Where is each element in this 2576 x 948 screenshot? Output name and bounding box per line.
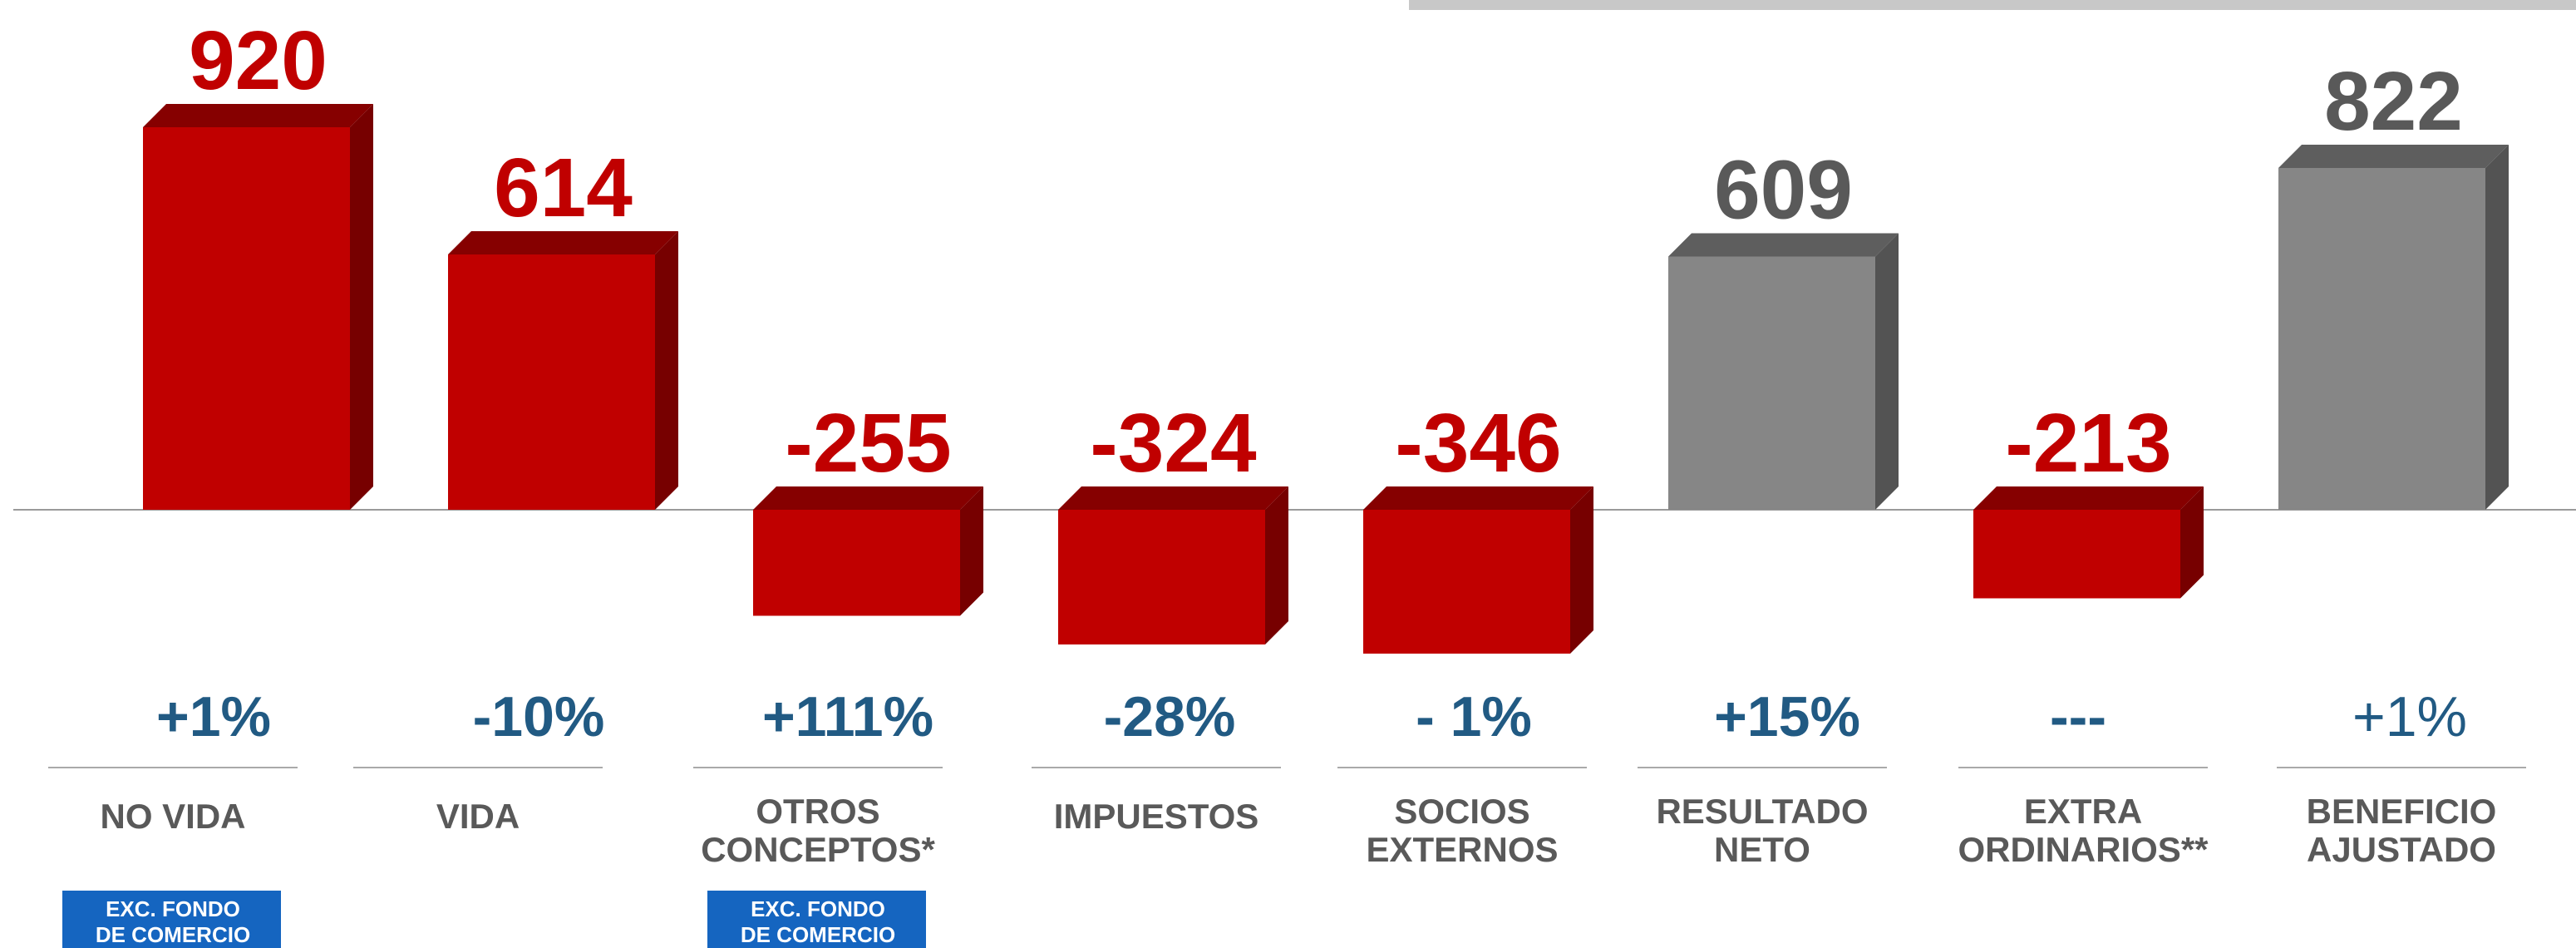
value-label: 609: [1714, 144, 1853, 237]
bar: [448, 254, 655, 510]
bar-top: [1363, 486, 1593, 510]
badge-text: DE COMERCIO: [741, 922, 895, 947]
category-label: VIDA: [436, 797, 520, 836]
category-label: SOCIOS: [1394, 792, 1529, 831]
badge-text: EXC. FONDO: [751, 896, 885, 921]
value-label: -213: [2005, 397, 2171, 490]
change-label: - 1%: [1416, 685, 1532, 748]
bar-top: [2278, 145, 2509, 168]
badge-text: DE COMERCIO: [96, 922, 250, 947]
category-label: NETO: [1714, 830, 1810, 869]
top-strip: [1409, 0, 2576, 10]
bar-side: [2485, 145, 2509, 510]
bar-side: [960, 486, 983, 616]
bar: [1058, 510, 1265, 644]
category-label: IMPUESTOS: [1054, 797, 1259, 836]
bar: [1668, 256, 1875, 510]
badge: [62, 891, 281, 948]
badge: [707, 891, 926, 948]
value-label: 920: [189, 14, 328, 107]
category-label: EXTERNOS: [1366, 830, 1558, 869]
bar: [1973, 510, 2180, 599]
category-label: ORDINARIOS**: [1958, 830, 2209, 869]
bar: [753, 510, 960, 616]
change-label: +1%: [2352, 685, 2467, 748]
change-label: -28%: [1104, 685, 1236, 748]
value-label: -346: [1395, 397, 1561, 490]
bar-side: [1570, 486, 1593, 654]
bar-side: [1265, 486, 1288, 644]
bar: [1363, 510, 1570, 654]
badge-text: EXC. FONDO: [106, 896, 240, 921]
category-label: AJUSTADO: [2307, 830, 2496, 869]
bar-side: [1875, 233, 1899, 510]
change-label: ---: [2050, 685, 2106, 748]
value-label: -324: [1090, 397, 1257, 490]
category-label: RESULTADO: [1656, 792, 1868, 831]
change-label: +111%: [762, 685, 933, 748]
bar-top: [143, 104, 373, 127]
bar-side: [350, 104, 373, 510]
change-label: +1%: [156, 685, 271, 748]
bar-top: [1668, 233, 1899, 257]
category-label: EXTRA: [2024, 792, 2142, 831]
category-label: NO VIDA: [100, 797, 245, 836]
change-label: -10%: [473, 685, 605, 748]
category-label: OTROS: [756, 792, 879, 831]
category-label: BENEFICIO: [2307, 792, 2497, 831]
value-label: -255: [785, 397, 951, 490]
category-label: CONCEPTOS*: [701, 830, 935, 869]
bar-side: [655, 231, 678, 510]
bar: [2278, 168, 2485, 510]
change-label: +15%: [1714, 685, 1860, 748]
bar-top: [1058, 486, 1288, 510]
value-label: 614: [494, 141, 633, 235]
bar-side: [2180, 486, 2204, 599]
value-label: 822: [2324, 55, 2463, 148]
bar-top: [448, 231, 678, 254]
bar-top: [1973, 486, 2204, 510]
bar: [143, 127, 350, 510]
bar-top: [753, 486, 983, 510]
